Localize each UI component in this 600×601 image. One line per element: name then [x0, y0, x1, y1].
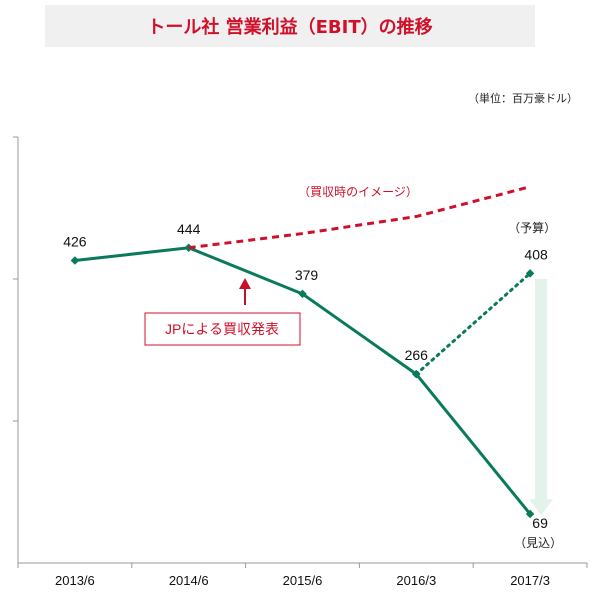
- x-tick-label: 2014/6: [169, 573, 209, 588]
- series-line-actual: [74, 246, 532, 515]
- forecast-label: （見込）: [514, 536, 562, 550]
- data-point: [70, 256, 80, 265]
- decline-arrow-shaft: [535, 279, 548, 500]
- series-line-budget: [414, 271, 532, 376]
- data-point: [525, 509, 535, 519]
- acquisition-label: JPによる買収発表: [165, 321, 279, 337]
- data-label: 266: [405, 347, 429, 363]
- budget-label: （予算）: [508, 220, 556, 235]
- x-tick-label: 2016/3: [396, 573, 436, 588]
- data-label: 379: [295, 267, 319, 283]
- image-label: （買収時のイメージ）: [298, 185, 418, 199]
- x-tick-label: 2017/3: [510, 573, 550, 588]
- decline-arrow-head: [529, 499, 554, 516]
- data-point: [298, 289, 307, 299]
- data-label: 408: [524, 246, 548, 262]
- title-banner: トール社 営業利益（EBIT）の推移: [45, 5, 535, 47]
- data-point: [412, 369, 421, 379]
- unit-label: （単位：百万豪ドル）: [468, 92, 578, 105]
- x-tick-label: 2013/6: [55, 573, 95, 588]
- data-label: 69: [532, 515, 548, 531]
- chart-title: トール社 営業利益（EBIT）の推移: [147, 17, 433, 38]
- data-label: 444: [177, 221, 201, 237]
- x-tick-label: 2015/6: [283, 573, 323, 588]
- series-line-（買収時のイメージ）: [188, 185, 531, 250]
- data-label: 426: [63, 234, 87, 250]
- arrow-up-icon-head: [239, 278, 251, 289]
- data-point: [525, 269, 535, 278]
- acquisition-box: [144, 312, 301, 346]
